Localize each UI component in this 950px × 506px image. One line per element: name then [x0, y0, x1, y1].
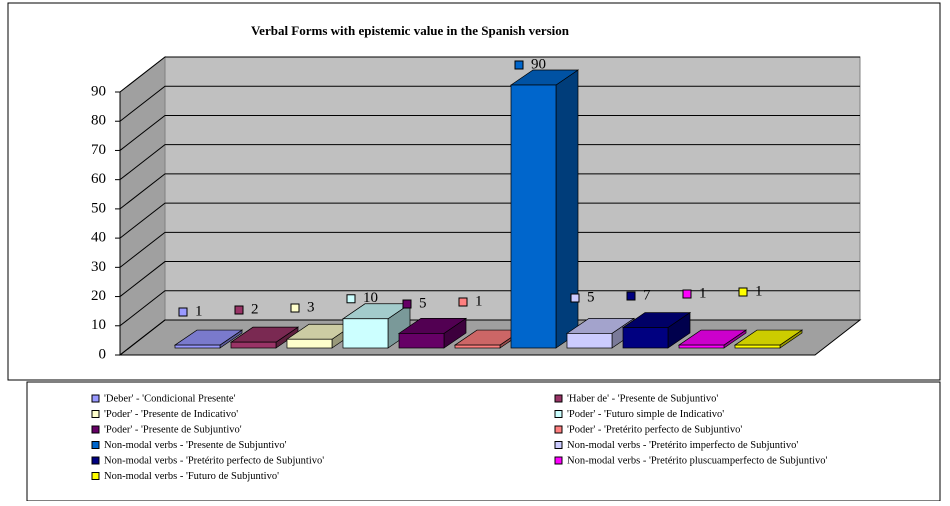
value-label-key	[682, 289, 692, 299]
value-label-key	[458, 297, 468, 307]
legend-label: 'Haber de' - 'Presente de Subjuntivo'	[567, 393, 718, 404]
grid-line	[119, 85, 860, 122]
legend-label: 'Poder' - 'Presente de Subjuntivo'	[104, 424, 242, 435]
value-label-key	[738, 287, 748, 297]
grid-line	[119, 261, 860, 297]
grid-line	[119, 231, 860, 268]
value-label: 1	[195, 303, 203, 319]
bar	[733, 329, 804, 349]
legend-label: 'Poder' - 'Futuro simple de Indicativo'	[567, 409, 724, 420]
y-tick-label: 70	[91, 142, 106, 158]
legend-key	[554, 441, 563, 449]
y-tick-label: 10	[91, 317, 106, 333]
value-label: 1	[755, 283, 763, 299]
legend-label: 'Poder' - 'Pretérito perfecto de Subjunt…	[567, 424, 742, 435]
y-tick-label: 50	[91, 200, 106, 216]
y-tick-label: 90	[91, 83, 106, 99]
value-label: 5	[587, 289, 595, 305]
bar	[677, 329, 748, 349]
legend-key	[91, 425, 100, 434]
grid-line	[119, 56, 860, 93]
legend-key	[91, 441, 100, 449]
value-label-key	[234, 305, 244, 315]
legend-key	[91, 394, 100, 403]
value-label-key	[570, 293, 580, 303]
bar	[621, 311, 692, 349]
y-tick-label: 80	[91, 113, 106, 129]
side-wall	[119, 55, 166, 357]
bar	[173, 329, 244, 349]
bar	[509, 69, 580, 349]
legend-key	[554, 394, 563, 403]
y-tick-label: 0	[99, 346, 107, 362]
grid-line	[119, 290, 860, 327]
y-tick-label: 60	[91, 171, 106, 187]
legend-label: Non-modal verbs - 'Presente de Subjuntiv…	[104, 440, 287, 451]
bar	[341, 303, 412, 349]
legend-key	[554, 425, 563, 434]
legend-key	[554, 456, 563, 465]
value-label-key	[178, 307, 188, 317]
legend-key	[91, 472, 100, 480]
value-label: 2	[251, 301, 259, 317]
value-label: 7	[643, 287, 651, 303]
legend-label: Non-modal verbs - 'Futuro de Subjuntivo'	[104, 471, 279, 482]
legend-label: Non-modal verbs - 'Pretérito imperfecto …	[567, 440, 798, 451]
value-label: 1	[699, 285, 707, 301]
value-label-key	[402, 299, 412, 309]
value-label-key	[346, 294, 356, 304]
legend-key	[91, 410, 100, 418]
value-label: 1	[475, 293, 483, 309]
bar	[397, 317, 468, 349]
grid-line	[119, 173, 860, 210]
legend-label: Non-modal verbs - 'Pretérito pluscuamper…	[567, 455, 827, 466]
chart-title: Verbal Forms with epistemic value in the…	[251, 23, 570, 38]
grid-line	[119, 144, 860, 181]
legend-key	[554, 410, 563, 418]
legend-box	[26, 381, 941, 502]
y-tick-label: 40	[91, 230, 106, 246]
value-label: 3	[307, 299, 315, 315]
value-label: 10	[363, 290, 378, 306]
grid-line	[119, 114, 860, 151]
legend-label: 'Poder' - 'Presente de Indicativo'	[104, 409, 238, 420]
value-label-key	[626, 291, 636, 301]
value-label: 90	[531, 56, 546, 72]
grid-line	[119, 202, 860, 239]
legend-label: Non-modal verbs - 'Pretérito perfecto de…	[104, 455, 324, 466]
value-label: 5	[419, 295, 427, 311]
legend-label: 'Deber' - 'Condicional Presente'	[104, 393, 236, 404]
legend-key	[91, 456, 100, 465]
value-label-key	[514, 60, 524, 70]
bar	[229, 326, 300, 349]
value-label-key	[290, 303, 300, 313]
y-tick-label: 20	[91, 288, 106, 304]
y-tick-label: 30	[91, 259, 106, 275]
